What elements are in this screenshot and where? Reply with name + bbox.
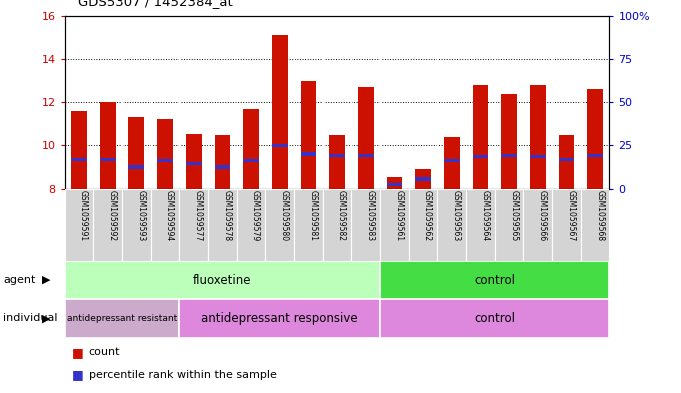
Bar	[65, 189, 93, 261]
Bar	[157, 159, 173, 162]
Text: GSM1059582: GSM1059582	[337, 190, 346, 241]
Bar	[215, 165, 230, 169]
Text: GDS5307 / 1452384_at: GDS5307 / 1452384_at	[78, 0, 233, 8]
Text: GSM1059565: GSM1059565	[509, 190, 518, 241]
Text: GSM1059580: GSM1059580	[280, 190, 289, 241]
Bar	[237, 189, 266, 261]
Bar	[243, 108, 259, 189]
Bar	[186, 134, 202, 189]
Bar	[215, 134, 230, 189]
Bar	[186, 162, 202, 165]
Text: agent: agent	[3, 275, 36, 285]
Bar	[329, 134, 345, 189]
Text: GSM1059591: GSM1059591	[79, 190, 88, 241]
Text: ■: ■	[72, 346, 83, 359]
Bar	[473, 154, 488, 158]
Text: GSM1059577: GSM1059577	[193, 190, 203, 241]
Text: GSM1059578: GSM1059578	[223, 190, 232, 241]
Text: GSM1059566: GSM1059566	[538, 190, 547, 241]
Bar	[444, 159, 460, 162]
Bar	[300, 152, 316, 156]
Bar	[387, 183, 402, 186]
Bar	[243, 159, 259, 162]
Bar	[558, 134, 574, 189]
Text: ▶: ▶	[42, 313, 50, 323]
Text: GSM1059579: GSM1059579	[251, 190, 260, 241]
Bar	[587, 89, 603, 189]
Bar	[71, 111, 87, 189]
Text: GSM1059593: GSM1059593	[136, 190, 145, 241]
Bar	[100, 158, 116, 161]
Text: antidepressant resistant: antidepressant resistant	[67, 314, 177, 323]
Bar	[581, 189, 609, 261]
Bar	[65, 299, 179, 338]
Text: fluoxetine: fluoxetine	[193, 274, 252, 286]
Bar	[351, 189, 380, 261]
Bar	[179, 189, 208, 261]
Bar	[71, 158, 87, 161]
Bar	[358, 154, 374, 157]
Bar	[129, 117, 144, 189]
Text: GSM1059594: GSM1059594	[165, 190, 174, 241]
Text: GSM1059581: GSM1059581	[308, 190, 317, 241]
Text: control: control	[474, 274, 516, 286]
Bar	[558, 158, 574, 161]
Bar	[151, 189, 179, 261]
Bar	[380, 261, 609, 299]
Bar	[208, 189, 237, 261]
Bar	[437, 189, 466, 261]
Text: ■: ■	[72, 368, 83, 381]
Bar	[524, 189, 552, 261]
Bar	[358, 87, 374, 189]
Text: GSM1059568: GSM1059568	[595, 190, 604, 241]
Bar	[409, 189, 437, 261]
Bar	[294, 189, 323, 261]
Bar	[530, 85, 545, 189]
Bar	[272, 144, 287, 147]
Bar	[587, 154, 603, 157]
Text: GSM1059561: GSM1059561	[394, 190, 403, 241]
Text: count: count	[89, 347, 120, 357]
Bar	[65, 261, 380, 299]
Text: GSM1059564: GSM1059564	[481, 190, 490, 241]
Text: control: control	[474, 312, 516, 325]
Bar	[323, 189, 351, 261]
Text: GSM1059563: GSM1059563	[452, 190, 461, 241]
Bar	[387, 177, 402, 189]
Text: GSM1059583: GSM1059583	[366, 190, 375, 241]
Bar	[530, 154, 545, 158]
Bar	[300, 81, 316, 189]
Bar	[444, 137, 460, 189]
Bar	[329, 154, 345, 157]
Bar	[466, 189, 495, 261]
Bar	[380, 299, 609, 338]
Bar	[552, 189, 581, 261]
Text: ▶: ▶	[42, 275, 50, 285]
Bar	[415, 169, 431, 189]
Bar	[495, 189, 524, 261]
Text: percentile rank within the sample: percentile rank within the sample	[89, 370, 276, 380]
Bar	[415, 177, 431, 180]
Bar	[501, 154, 517, 157]
Bar	[93, 189, 122, 261]
Text: individual: individual	[3, 313, 58, 323]
Bar	[179, 299, 380, 338]
Text: antidepressant responsive: antidepressant responsive	[202, 312, 358, 325]
Bar	[266, 189, 294, 261]
Bar	[100, 102, 116, 189]
Text: GSM1059592: GSM1059592	[108, 190, 116, 241]
Bar	[473, 85, 488, 189]
Bar	[122, 189, 151, 261]
Bar	[501, 94, 517, 189]
Bar	[380, 189, 409, 261]
Text: GSM1059562: GSM1059562	[423, 190, 432, 241]
Text: GSM1059567: GSM1059567	[567, 190, 575, 241]
Bar	[157, 119, 173, 189]
Bar	[272, 35, 287, 189]
Bar	[129, 165, 144, 169]
